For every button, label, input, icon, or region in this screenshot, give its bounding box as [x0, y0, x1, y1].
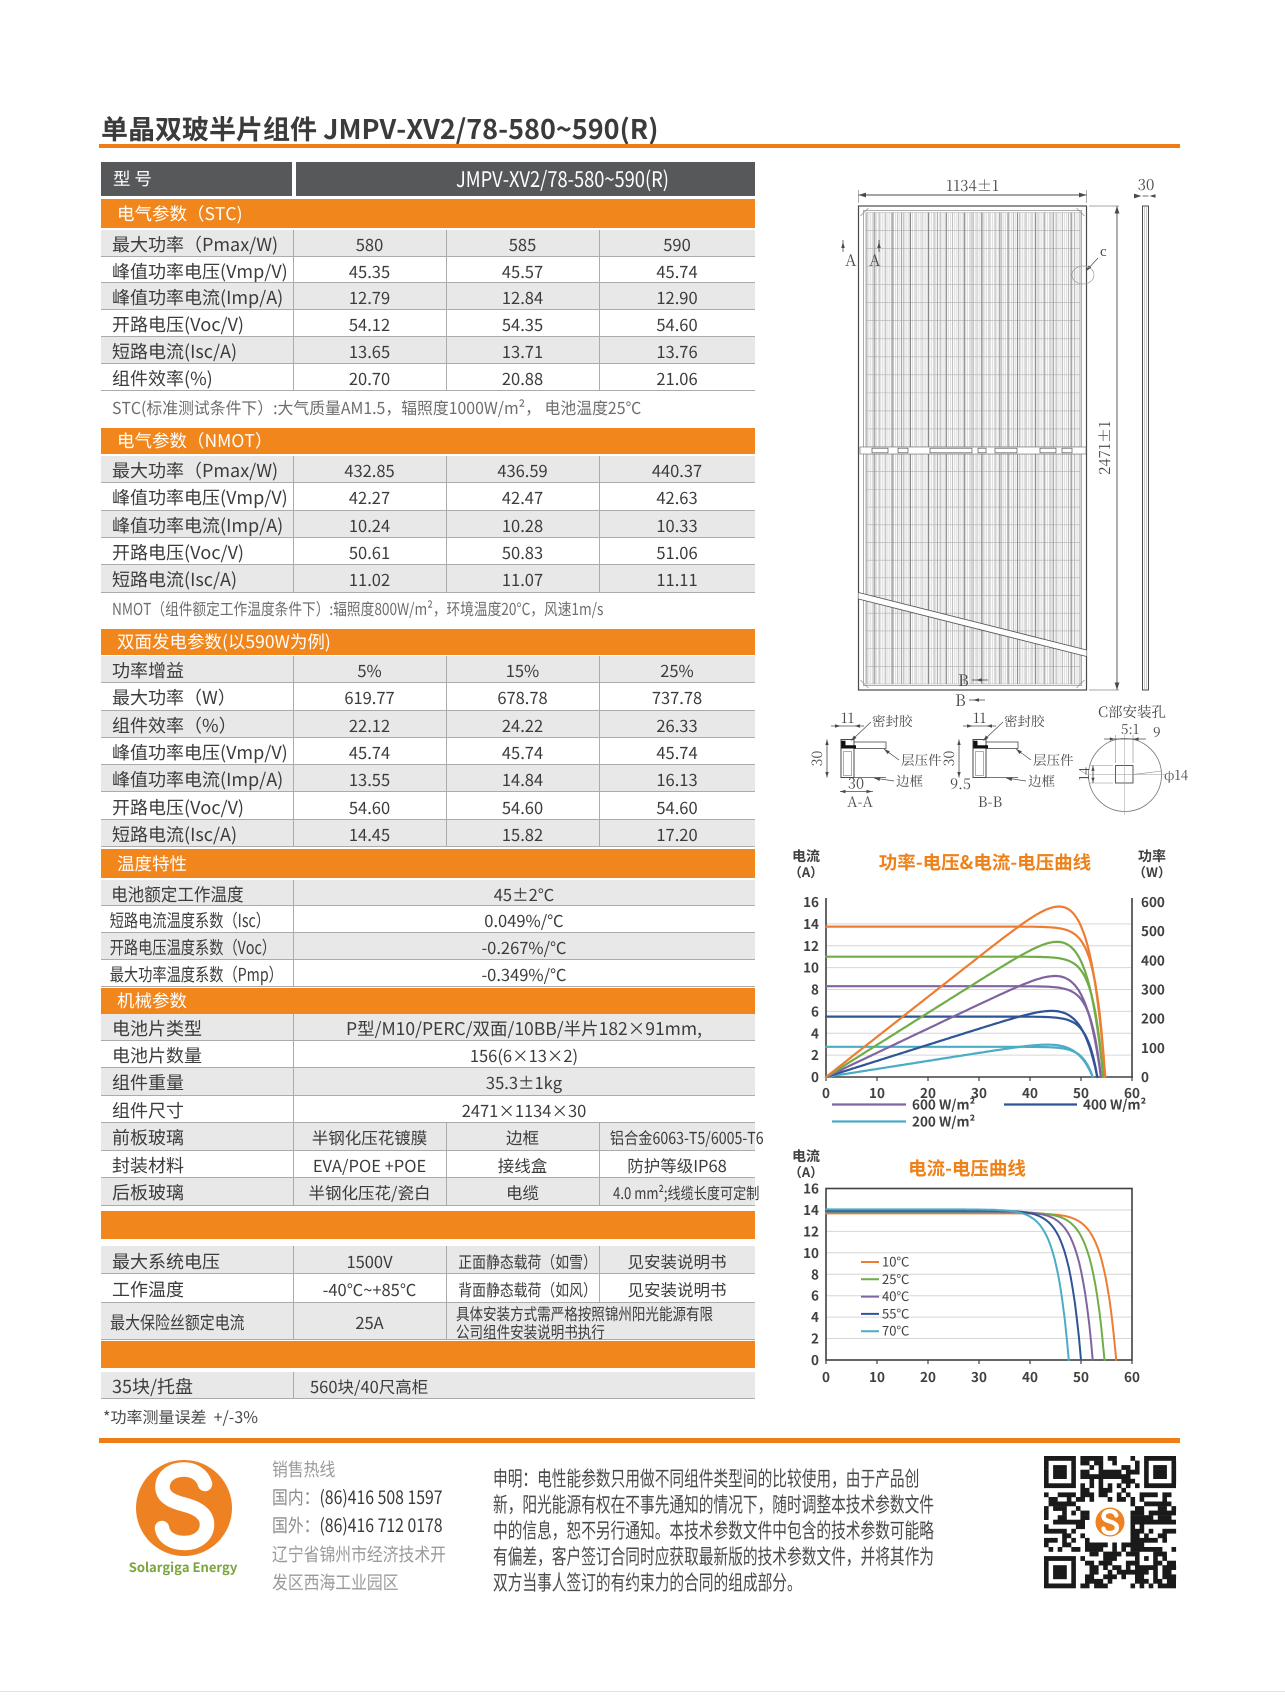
svg-text:密封胶: 密封胶	[1004, 710, 1045, 730]
svg-text:50: 50	[1073, 1366, 1089, 1386]
svg-text:Solargiga Energy: Solargiga Energy	[129, 1557, 238, 1576]
svg-text:（A）: （A）	[789, 862, 823, 881]
svg-text:电流-电压曲线: 电流-电压曲线	[908, 1155, 1026, 1181]
svg-text:（W）: （W）	[1133, 862, 1171, 881]
svg-text:40: 40	[1022, 1366, 1038, 1386]
svg-text:55℃: 55℃	[882, 1303, 909, 1322]
svg-text:70℃: 70℃	[882, 1321, 909, 1340]
svg-text:500: 500	[1141, 920, 1165, 940]
svg-text:40: 40	[1022, 1082, 1038, 1102]
svg-text:密封胶: 密封胶	[872, 710, 913, 730]
svg-text:2: 2	[811, 1044, 819, 1064]
svg-text:φ14: φ14	[1164, 764, 1189, 784]
svg-text:层压件: 层压件	[901, 749, 942, 769]
svg-text:10℃: 10℃	[882, 1252, 909, 1271]
svg-text:30: 30	[807, 751, 827, 767]
svg-text:A-A: A-A	[847, 791, 873, 812]
svg-text:200 W/m²: 200 W/m²	[912, 1111, 976, 1131]
svg-text:12: 12	[803, 1220, 819, 1240]
svg-text:16: 16	[803, 891, 819, 911]
svg-text:功率: 功率	[1138, 846, 1166, 866]
svg-text:30: 30	[971, 1366, 987, 1386]
svg-text:30: 30	[939, 751, 959, 767]
svg-text:B: B	[958, 668, 969, 691]
svg-text:9: 9	[1153, 721, 1161, 741]
svg-text:16: 16	[803, 1178, 819, 1198]
svg-text:10: 10	[803, 1242, 819, 1262]
svg-text:A: A	[869, 248, 881, 271]
svg-text:0: 0	[1141, 1066, 1149, 1086]
svg-text:功率-电压&电流-电压曲线: 功率-电压&电流-电压曲线	[879, 849, 1091, 875]
svg-text:0: 0	[822, 1366, 830, 1386]
svg-text:8: 8	[811, 979, 819, 999]
svg-text:5:1: 5:1	[1121, 718, 1139, 738]
svg-text:50: 50	[1073, 1082, 1089, 1102]
svg-text:2: 2	[811, 1328, 819, 1348]
svg-text:11: 11	[841, 708, 854, 728]
svg-text:200: 200	[1141, 1008, 1165, 1028]
svg-text:30: 30	[848, 773, 864, 794]
svg-text:8: 8	[811, 1263, 819, 1283]
svg-text:边框: 边框	[1028, 770, 1056, 790]
svg-text:60: 60	[1124, 1366, 1140, 1386]
svg-text:1134±1: 1134±1	[946, 175, 999, 196]
svg-text:0: 0	[811, 1066, 819, 1086]
svg-text:25℃: 25℃	[882, 1269, 909, 1288]
svg-text:14: 14	[803, 913, 819, 933]
svg-text:10: 10	[869, 1082, 885, 1102]
svg-text:0: 0	[811, 1349, 819, 1369]
svg-text:14: 14	[1073, 767, 1093, 781]
svg-text:电流: 电流	[792, 1146, 820, 1166]
svg-text:20: 20	[920, 1366, 936, 1386]
svg-text:11: 11	[973, 708, 986, 728]
svg-text:60: 60	[1124, 1082, 1140, 1102]
svg-text:400: 400	[1141, 949, 1165, 969]
svg-text:A: A	[845, 248, 857, 271]
svg-text:边框: 边框	[896, 770, 924, 790]
svg-text:30: 30	[971, 1082, 987, 1102]
svg-text:0: 0	[822, 1082, 830, 1102]
svg-text:30: 30	[1138, 174, 1155, 195]
svg-text:14: 14	[803, 1199, 819, 1219]
svg-text:电流: 电流	[792, 846, 820, 866]
svg-text:6: 6	[811, 1000, 819, 1020]
svg-text:C部安装孔: C部安装孔	[1098, 701, 1166, 722]
svg-text:300: 300	[1141, 979, 1165, 999]
svg-text:c: c	[1100, 240, 1107, 261]
svg-text:4: 4	[811, 1306, 819, 1326]
svg-text:10: 10	[869, 1366, 885, 1386]
svg-text:12: 12	[803, 935, 819, 955]
svg-text:2471±1: 2471±1	[1094, 421, 1115, 475]
svg-text:40℃: 40℃	[882, 1286, 909, 1305]
svg-text:9.5: 9.5	[950, 773, 971, 794]
svg-text:层压件: 层压件	[1033, 749, 1074, 769]
svg-text:B-B: B-B	[978, 791, 1003, 812]
svg-text:（A）: （A）	[789, 1162, 823, 1181]
svg-text:6: 6	[811, 1285, 819, 1305]
svg-text:600: 600	[1141, 891, 1165, 911]
svg-text:400 W/m²: 400 W/m²	[1083, 1094, 1147, 1114]
svg-text:B: B	[955, 688, 966, 711]
svg-text:10: 10	[803, 957, 819, 977]
svg-text:600 W/m²: 600 W/m²	[912, 1094, 976, 1114]
svg-text:20: 20	[920, 1082, 936, 1102]
svg-text:100: 100	[1141, 1037, 1165, 1057]
svg-text:4: 4	[811, 1022, 819, 1042]
